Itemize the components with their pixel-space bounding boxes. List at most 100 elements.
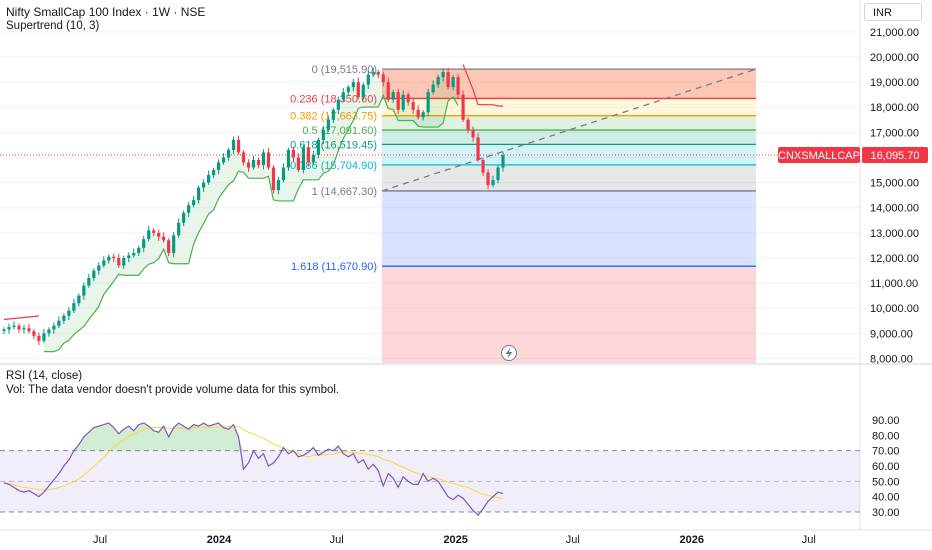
candle bbox=[187, 205, 191, 213]
candle bbox=[241, 152, 246, 163]
candle bbox=[356, 82, 360, 98]
candle bbox=[27, 328, 31, 332]
fib-zone bbox=[382, 115, 756, 131]
rsi-axis[interactable]: 30.00 40.00 50.00 60.00 70.00 80.00 90.00 bbox=[872, 415, 900, 519]
fib-retracement[interactable]: 0 (19,515.90)0.236 (18,350.60)0.382 (17,… bbox=[290, 64, 757, 363]
candle bbox=[306, 147, 310, 163]
candle bbox=[281, 167, 286, 181]
price-tick-label: 14,000.00 bbox=[870, 203, 919, 215]
price-tick-label: 9,000.00 bbox=[870, 328, 913, 340]
candle bbox=[52, 325, 56, 330]
candle bbox=[461, 94, 465, 120]
candle bbox=[286, 149, 291, 168]
candle bbox=[271, 167, 276, 191]
candle bbox=[182, 212, 186, 223]
volume-note: Vol: The data vendor doesn't provide vol… bbox=[6, 384, 340, 396]
candle bbox=[202, 182, 206, 188]
candle bbox=[102, 260, 106, 266]
price-grid bbox=[0, 0, 932, 530]
fib-zone-ext bbox=[382, 266, 756, 363]
fib-zone bbox=[382, 190, 756, 267]
symbol-tag bbox=[778, 147, 860, 164]
candle bbox=[82, 285, 86, 296]
candle bbox=[226, 149, 231, 158]
candle bbox=[376, 72, 380, 75]
candle bbox=[77, 295, 81, 304]
rsi-tick-label: 70.00 bbox=[872, 446, 900, 458]
candle bbox=[411, 102, 415, 110]
candle bbox=[216, 162, 221, 171]
candle bbox=[192, 200, 196, 206]
fib-zone bbox=[382, 98, 756, 116]
candle bbox=[162, 236, 166, 241]
candle bbox=[67, 310, 71, 316]
rsi-tick-label: 80.00 bbox=[872, 430, 900, 442]
candles[interactable] bbox=[2, 67, 505, 346]
rsi-line bbox=[3, 422, 504, 516]
candle bbox=[147, 230, 151, 240]
rsi-legend[interactable]: RSI (14, close) bbox=[6, 370, 83, 382]
fib-label-1: 1 (14,667.30) bbox=[312, 186, 377, 198]
candle bbox=[446, 72, 450, 88]
candle bbox=[301, 147, 305, 171]
candle bbox=[441, 72, 445, 78]
fib-label-0: 0 (19,515.90) bbox=[312, 64, 377, 76]
candle bbox=[326, 119, 330, 130]
rsi-overbought-fill bbox=[4, 423, 503, 451]
time-tick-label: 2026 bbox=[679, 534, 703, 546]
candle bbox=[221, 157, 226, 163]
currency-selector[interactable]: INR bbox=[864, 3, 922, 21]
candle bbox=[431, 84, 435, 93]
fib-label-1.618: 1.618 (11,670.90) bbox=[291, 261, 377, 273]
candle bbox=[361, 84, 365, 98]
candle bbox=[47, 329, 51, 334]
candle bbox=[276, 180, 281, 191]
candle bbox=[466, 119, 470, 130]
price-tick-label: 10,000.00 bbox=[870, 303, 919, 315]
candle bbox=[501, 155, 505, 168]
fib-label-0.618: 0.618 (16,519.45) bbox=[290, 139, 377, 151]
rsi-ma-line bbox=[3, 426, 504, 500]
price-tick-label: 18,000.00 bbox=[870, 102, 919, 114]
candle bbox=[167, 240, 171, 253]
fib-zone bbox=[382, 144, 756, 165]
candle bbox=[197, 187, 201, 201]
price-tick-label: 19,000.00 bbox=[870, 77, 919, 89]
rsi-band-fill bbox=[0, 450, 860, 512]
rsi-pane[interactable] bbox=[0, 422, 860, 516]
candle bbox=[396, 92, 400, 110]
candle bbox=[266, 152, 271, 168]
fib-zone bbox=[382, 130, 756, 145]
candle bbox=[451, 77, 455, 88]
candle bbox=[112, 256, 116, 258]
candle bbox=[87, 278, 91, 286]
candle bbox=[471, 129, 475, 138]
price-tick-label: 21,000.00 bbox=[870, 27, 919, 39]
rsi-tick-label: 40.00 bbox=[872, 492, 900, 504]
candle bbox=[246, 162, 251, 168]
candle bbox=[7, 327, 11, 330]
candle bbox=[107, 256, 111, 261]
candle bbox=[211, 170, 216, 176]
lightning-icon[interactable] bbox=[501, 345, 517, 361]
price-tick-label: 8,000.00 bbox=[870, 353, 913, 365]
candle bbox=[97, 265, 101, 271]
candle bbox=[251, 159, 256, 168]
candle bbox=[117, 257, 121, 266]
candle bbox=[17, 325, 21, 330]
symbol-title[interactable]: Nifty SmallCap 100 Index · 1W · NSE bbox=[6, 5, 206, 19]
candle bbox=[321, 129, 325, 140]
fib-label-0.236: 0.236 (18,350.60) bbox=[290, 93, 377, 105]
candle bbox=[152, 230, 156, 233]
price-tick-label: 11,000.00 bbox=[870, 278, 918, 290]
candle bbox=[416, 109, 420, 118]
supertrend-legend[interactable]: Supertrend (10, 3) bbox=[6, 20, 100, 32]
candle bbox=[336, 99, 340, 110]
candle bbox=[311, 154, 315, 163]
time-axis[interactable]: Jul 2024 Jul 2025 Jul 2026 Jul bbox=[0, 529, 932, 546]
price-axis[interactable]: 8,000.00 9,000.00 10,000.00 11,000.00 12,000… bbox=[870, 27, 919, 366]
rsi-tick-label: 30.00 bbox=[872, 507, 900, 519]
price-tag bbox=[862, 147, 928, 164]
candle bbox=[491, 180, 495, 186]
